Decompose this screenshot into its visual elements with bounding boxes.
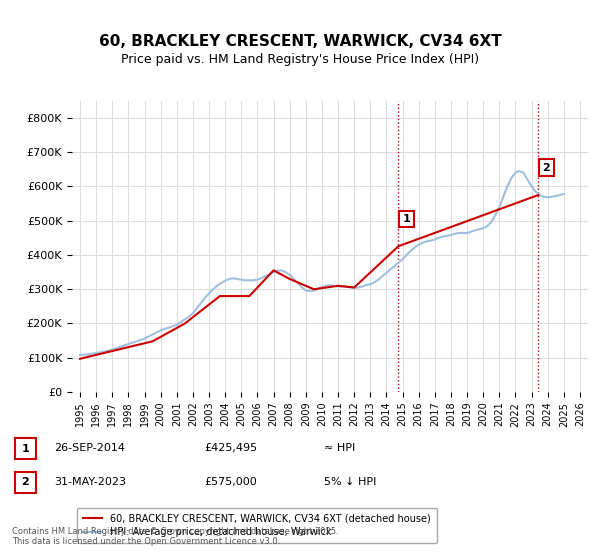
Text: £575,000: £575,000: [204, 477, 257, 487]
Text: 1: 1: [22, 444, 29, 454]
Text: Price paid vs. HM Land Registry's House Price Index (HPI): Price paid vs. HM Land Registry's House …: [121, 53, 479, 66]
Text: 2: 2: [542, 163, 550, 172]
Text: ≈ HPI: ≈ HPI: [324, 443, 355, 453]
Legend: 60, BRACKLEY CRESCENT, WARWICK, CV34 6XT (detached house), HPI: Average price, d: 60, BRACKLEY CRESCENT, WARWICK, CV34 6XT…: [77, 507, 437, 543]
Text: 1: 1: [403, 214, 410, 224]
Text: 60, BRACKLEY CRESCENT, WARWICK, CV34 6XT: 60, BRACKLEY CRESCENT, WARWICK, CV34 6XT: [98, 34, 502, 49]
Text: 2: 2: [22, 477, 29, 487]
Text: 5% ↓ HPI: 5% ↓ HPI: [324, 477, 376, 487]
Text: £425,495: £425,495: [204, 443, 257, 453]
Text: Contains HM Land Registry data © Crown copyright and database right 2025.
This d: Contains HM Land Registry data © Crown c…: [12, 526, 338, 546]
Text: 26-SEP-2014: 26-SEP-2014: [54, 443, 125, 453]
Text: 31-MAY-2023: 31-MAY-2023: [54, 477, 126, 487]
